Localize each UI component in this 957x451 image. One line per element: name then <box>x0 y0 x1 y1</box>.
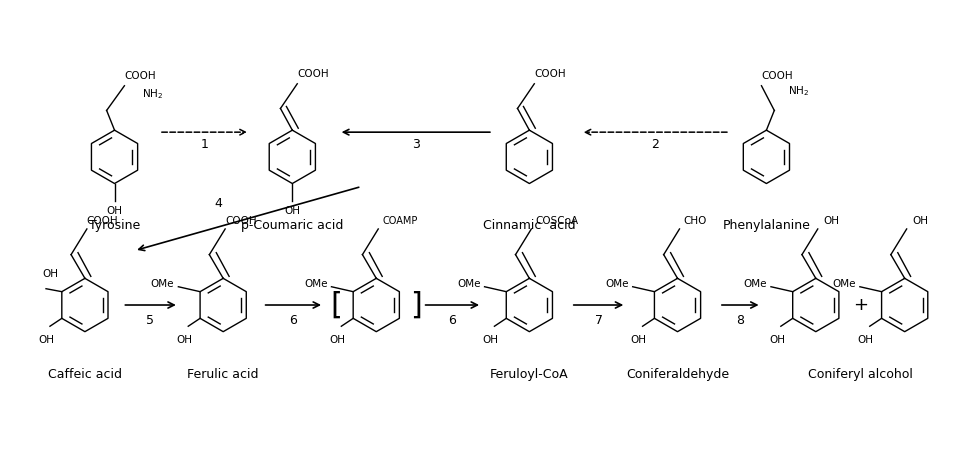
Text: Tyrosine: Tyrosine <box>89 220 140 233</box>
Text: CHO: CHO <box>683 216 707 226</box>
Text: OH: OH <box>176 335 192 345</box>
Text: OH: OH <box>912 216 928 226</box>
Text: OMe: OMe <box>833 279 856 289</box>
Text: COOH: COOH <box>225 216 256 226</box>
Text: Caffeic acid: Caffeic acid <box>48 368 122 381</box>
Text: NH$_2$: NH$_2$ <box>142 87 163 101</box>
Text: OMe: OMe <box>457 279 480 289</box>
Text: OH: OH <box>768 335 785 345</box>
Text: 6: 6 <box>289 314 298 327</box>
Text: Feruloyl-CoA: Feruloyl-CoA <box>490 368 568 381</box>
Text: OH: OH <box>106 206 122 216</box>
Text: OH: OH <box>631 335 647 345</box>
Text: OMe: OMe <box>744 279 767 289</box>
Text: OH: OH <box>824 216 839 226</box>
Text: OH: OH <box>42 269 58 279</box>
Text: Cinnamic  acid: Cinnamic acid <box>483 220 576 233</box>
Text: ]: ] <box>410 290 422 319</box>
Text: [: [ <box>331 290 343 319</box>
Text: NH$_2$: NH$_2$ <box>789 84 810 97</box>
Text: 6: 6 <box>449 314 456 327</box>
Text: p-Coumaric acid: p-Coumaric acid <box>241 220 344 233</box>
Text: 4: 4 <box>214 197 222 210</box>
Text: OMe: OMe <box>304 279 327 289</box>
Text: COOH: COOH <box>762 71 793 81</box>
Text: OH: OH <box>329 335 345 345</box>
Text: COAMP: COAMP <box>382 216 417 226</box>
Text: +: + <box>853 296 868 314</box>
Text: Coniferyl alcohol: Coniferyl alcohol <box>808 368 913 381</box>
Text: OH: OH <box>284 206 300 216</box>
Text: Ferulic acid: Ferulic acid <box>188 368 259 381</box>
Text: 1: 1 <box>200 138 209 151</box>
Text: Phenylalanine: Phenylalanine <box>723 220 811 233</box>
Text: 5: 5 <box>146 314 154 327</box>
Text: 7: 7 <box>594 314 603 327</box>
Text: 2: 2 <box>651 138 658 151</box>
Text: OH: OH <box>482 335 499 345</box>
Text: COOH: COOH <box>534 69 566 79</box>
Text: 8: 8 <box>736 314 744 327</box>
Text: OMe: OMe <box>605 279 629 289</box>
Text: COOH: COOH <box>298 69 329 79</box>
Text: OMe: OMe <box>151 279 174 289</box>
Text: Coniferaldehyde: Coniferaldehyde <box>626 368 729 381</box>
Text: COOH: COOH <box>124 71 156 81</box>
Text: COOH: COOH <box>87 216 119 226</box>
Text: COSCoA: COSCoA <box>536 216 579 226</box>
Text: OH: OH <box>857 335 874 345</box>
Text: OH: OH <box>38 335 54 345</box>
Text: 3: 3 <box>412 138 420 151</box>
